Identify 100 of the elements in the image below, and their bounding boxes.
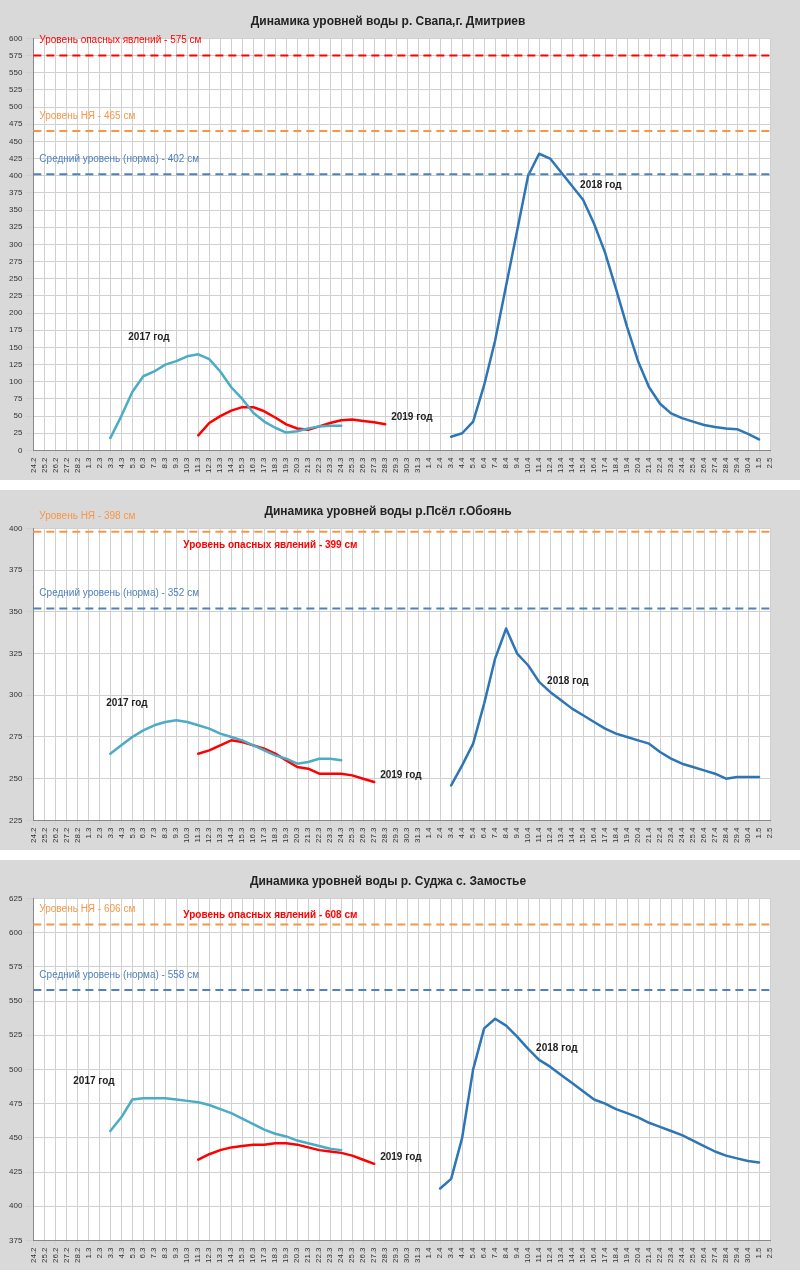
- x-tick-label: 1.5: [754, 1246, 764, 1259]
- x-tick-label: 29.3: [391, 1246, 401, 1264]
- x-tick-label: 22.3: [314, 826, 324, 844]
- x-tick-label: 8.4: [501, 456, 511, 469]
- y-tick-label: 250: [8, 273, 23, 283]
- y-tick-label: 550: [8, 67, 23, 77]
- x-tick-label: 4.4: [457, 1246, 467, 1259]
- x-tick-label: 2.3: [94, 826, 104, 839]
- y-tick-label: 225: [8, 815, 23, 825]
- x-tick-label: 17.3: [259, 826, 269, 844]
- x-tick-label: 3.4: [446, 826, 456, 839]
- x-tick-label: 2.4: [435, 826, 445, 839]
- x-tick-label: 20.3: [292, 826, 302, 844]
- y-tick-label: 625: [8, 893, 23, 903]
- series-label: 2019 год: [380, 1150, 423, 1162]
- x-tick-label: 23.4: [666, 456, 676, 474]
- x-tick-label: 28.4: [721, 1246, 731, 1264]
- x-tick-label: 6.3: [138, 826, 148, 839]
- x-tick-label: 18.4: [611, 826, 621, 844]
- x-tick-label: 26.2: [50, 456, 60, 474]
- x-tick-label: 16.3: [248, 456, 258, 474]
- x-tick-label: 5.3: [127, 1246, 137, 1259]
- x-tick-label: 23.4: [666, 826, 676, 844]
- x-tick-label: 13.4: [556, 1246, 566, 1264]
- x-tick-label: 26.3: [358, 826, 368, 844]
- y-tick-label: 425: [8, 1167, 23, 1177]
- x-tick-label: 12.4: [545, 1246, 555, 1264]
- x-tick-label: 3.3: [105, 1246, 115, 1259]
- x-tick-label: 12.3: [204, 1246, 214, 1264]
- x-tick-label: 22.4: [655, 826, 665, 844]
- x-tick-label: 5.3: [127, 826, 137, 839]
- y-tick-label: 50: [13, 411, 23, 421]
- x-tick-label: 5.4: [468, 826, 478, 839]
- x-tick-label: 1.4: [424, 456, 434, 469]
- x-tick-label: 1.3: [83, 826, 93, 839]
- x-tick-label: 27.3: [369, 1246, 379, 1264]
- x-tick-label: 18.3: [270, 1246, 280, 1264]
- x-tick-label: 20.4: [633, 456, 643, 474]
- x-tick-label: 21.3: [303, 456, 313, 474]
- x-tick-label: 24.4: [677, 456, 687, 474]
- x-tick-label: 8.3: [160, 456, 170, 469]
- x-tick-label: 25.3: [347, 1246, 357, 1264]
- x-tick-label: 30.3: [402, 456, 412, 474]
- series-label: 2019 год: [380, 769, 423, 781]
- x-tick-label: 9.4: [512, 1246, 522, 1259]
- y-tick-label: 225: [8, 291, 23, 301]
- series-label: 2019 год: [391, 411, 434, 423]
- x-tick-label: 2.4: [435, 456, 445, 469]
- x-tick-label: 11.3: [193, 826, 203, 843]
- x-tick-label: 19.4: [622, 826, 632, 844]
- x-tick-label: 11.4: [534, 456, 544, 473]
- x-tick-label: 21.3: [303, 1246, 313, 1264]
- x-tick-label: 10.3: [182, 456, 192, 474]
- x-tick-label: 27.4: [710, 456, 720, 474]
- x-tick-label: 21.3: [303, 826, 313, 844]
- x-tick-label: 10.3: [182, 826, 192, 844]
- y-tick-label: 425: [8, 153, 23, 163]
- x-tick-label: 1.3: [83, 1246, 93, 1259]
- x-tick-label: 24.4: [677, 1246, 687, 1264]
- x-tick-label: 6.4: [479, 1246, 489, 1259]
- x-tick-label: 16.3: [248, 1246, 258, 1264]
- x-tick-label: 1.5: [754, 826, 764, 839]
- x-tick-label: 25.2: [39, 456, 49, 474]
- x-tick-label: 27.2: [61, 456, 71, 474]
- x-tick-label: 15.3: [237, 826, 247, 844]
- y-tick-label: 200: [8, 308, 23, 318]
- x-tick-label: 12.4: [545, 456, 555, 474]
- x-tick-label: 26.2: [50, 826, 60, 844]
- x-tick-label: 1.3: [83, 456, 93, 469]
- x-tick-label: 3.4: [446, 456, 456, 469]
- x-tick-label: 13.3: [215, 826, 225, 844]
- x-tick-label: 6.3: [138, 1246, 148, 1259]
- x-tick-label: 18.4: [611, 456, 621, 474]
- x-tick-label: 7.4: [490, 1246, 500, 1259]
- x-tick-label: 29.4: [732, 826, 742, 844]
- x-tick-label: 24.3: [336, 456, 346, 474]
- ref-line-label: Средний уровень (норма) - 352 см: [39, 587, 200, 599]
- x-tick-label: 16.4: [589, 826, 599, 844]
- x-tick-label: 1.4: [424, 826, 434, 839]
- x-tick-label: 25.2: [39, 826, 49, 844]
- x-tick-label: 30.4: [743, 1246, 753, 1264]
- x-tick-label: 23.3: [325, 456, 335, 474]
- annotation: Уровень опасных явлений - 608 см: [183, 909, 358, 921]
- x-tick-label: 19.3: [281, 1246, 291, 1264]
- ref-line-label: Уровень НЯ - 606 см: [39, 903, 136, 915]
- x-tick-label: 31.3: [413, 1246, 423, 1264]
- x-tick-label: 3.3: [105, 456, 115, 469]
- x-tick-label: 21.4: [644, 456, 654, 474]
- x-tick-label: 17.4: [600, 1246, 610, 1264]
- x-tick-label: 24.2: [28, 1246, 38, 1264]
- y-tick-label: 25: [13, 428, 23, 438]
- y-tick-label: 75: [13, 394, 23, 404]
- x-tick-label: 7.4: [490, 456, 500, 469]
- y-tick-label: 375: [8, 1235, 23, 1245]
- y-tick-label: 375: [8, 565, 23, 575]
- x-tick-label: 24.3: [336, 1246, 346, 1264]
- x-tick-label: 9.3: [171, 826, 181, 839]
- x-tick-label: 25.4: [688, 456, 698, 474]
- x-tick-label: 7.3: [149, 456, 159, 469]
- y-tick-label: 150: [8, 342, 23, 352]
